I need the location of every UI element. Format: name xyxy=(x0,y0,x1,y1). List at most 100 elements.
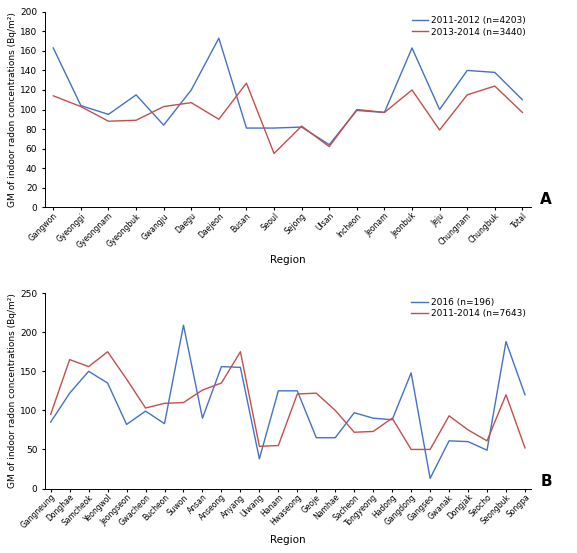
2016 (n=196) xyxy=(370,415,377,421)
2016 (n=196) xyxy=(464,439,471,445)
2016 (n=196) xyxy=(332,435,339,441)
X-axis label: Region: Region xyxy=(270,255,306,265)
2011-2012 (n=4203) xyxy=(519,96,526,103)
Y-axis label: GM of indoor radon concentrations (Bq/m²): GM of indoor radon concentrations (Bq/m²… xyxy=(8,12,17,207)
2011-2012 (n=4203) xyxy=(160,122,167,128)
2016 (n=196) xyxy=(351,409,358,416)
2016 (n=196) xyxy=(142,408,149,414)
2013-2014 (n=3440) xyxy=(215,116,222,123)
2016 (n=196) xyxy=(161,420,168,427)
2013-2014 (n=3440) xyxy=(50,92,57,99)
2011-2014 (n=7643) xyxy=(370,428,377,435)
2011-2012 (n=4203) xyxy=(381,109,388,116)
2013-2014 (n=3440) xyxy=(298,123,305,129)
2011-2014 (n=7643) xyxy=(218,380,225,387)
2013-2014 (n=3440) xyxy=(409,87,415,93)
2013-2014 (n=3440) xyxy=(464,92,471,98)
Legend: 2016 (n=196), 2011-2014 (n=7643): 2016 (n=196), 2011-2014 (n=7643) xyxy=(410,296,528,320)
2016 (n=196) xyxy=(294,388,301,394)
Line: 2016 (n=196): 2016 (n=196) xyxy=(51,325,525,478)
2013-2014 (n=3440) xyxy=(243,80,250,86)
2011-2012 (n=4203) xyxy=(50,45,57,51)
2013-2014 (n=3440) xyxy=(105,118,112,124)
2016 (n=196) xyxy=(180,322,187,328)
2011-2012 (n=4203) xyxy=(271,125,278,132)
2016 (n=196) xyxy=(104,380,111,387)
Line: 2013-2014 (n=3440): 2013-2014 (n=3440) xyxy=(53,83,522,153)
2011-2012 (n=4203) xyxy=(492,69,499,76)
2011-2014 (n=7643) xyxy=(85,363,92,370)
2011-2014 (n=7643) xyxy=(389,415,396,421)
2016 (n=196) xyxy=(313,435,320,441)
2016 (n=196) xyxy=(503,338,509,345)
2011-2012 (n=4203) xyxy=(353,107,360,114)
2016 (n=196) xyxy=(123,421,130,428)
Y-axis label: GM of indoor radon concentrations (Bq/m²): GM of indoor radon concentrations (Bq/m²… xyxy=(8,294,17,488)
Text: B: B xyxy=(541,473,552,488)
2013-2014 (n=3440) xyxy=(133,117,140,123)
2011-2014 (n=7643) xyxy=(47,411,54,418)
2016 (n=196) xyxy=(199,415,206,421)
2016 (n=196) xyxy=(85,368,92,374)
2016 (n=196) xyxy=(256,456,263,462)
2011-2014 (n=7643) xyxy=(275,442,282,449)
2011-2012 (n=4203) xyxy=(243,125,250,132)
2011-2014 (n=7643) xyxy=(484,437,490,444)
2016 (n=196) xyxy=(218,363,225,370)
2013-2014 (n=3440) xyxy=(160,103,167,110)
2011-2014 (n=7643) xyxy=(237,348,244,355)
X-axis label: Region: Region xyxy=(270,535,306,545)
2011-2012 (n=4203) xyxy=(77,102,84,109)
2011-2014 (n=7643) xyxy=(66,356,73,363)
2011-2012 (n=4203) xyxy=(298,124,305,131)
2011-2012 (n=4203) xyxy=(133,92,140,98)
2011-2014 (n=7643) xyxy=(522,445,529,451)
2016 (n=196) xyxy=(445,437,452,444)
2016 (n=196) xyxy=(484,447,490,453)
2011-2012 (n=4203) xyxy=(464,67,471,74)
2011-2014 (n=7643) xyxy=(199,387,206,393)
2011-2014 (n=7643) xyxy=(104,348,111,355)
2011-2012 (n=4203) xyxy=(326,142,333,148)
2016 (n=196) xyxy=(389,416,396,423)
2011-2014 (n=7643) xyxy=(351,429,358,436)
Line: 2011-2012 (n=4203): 2011-2012 (n=4203) xyxy=(53,38,522,145)
2016 (n=196) xyxy=(408,369,415,376)
Legend: 2011-2012 (n=4203), 2013-2014 (n=3440): 2011-2012 (n=4203), 2013-2014 (n=3440) xyxy=(410,14,528,38)
2011-2014 (n=7643) xyxy=(256,443,263,450)
Line: 2011-2014 (n=7643): 2011-2014 (n=7643) xyxy=(51,352,525,450)
2011-2014 (n=7643) xyxy=(445,413,452,419)
2013-2014 (n=3440) xyxy=(188,100,194,106)
2016 (n=196) xyxy=(66,390,73,397)
2013-2014 (n=3440) xyxy=(492,83,499,90)
2011-2014 (n=7643) xyxy=(161,400,168,406)
2011-2014 (n=7643) xyxy=(180,399,187,406)
2013-2014 (n=3440) xyxy=(436,127,443,133)
2011-2014 (n=7643) xyxy=(503,392,509,398)
2011-2012 (n=4203) xyxy=(409,45,415,51)
2016 (n=196) xyxy=(275,388,282,394)
2011-2014 (n=7643) xyxy=(332,407,339,414)
2011-2012 (n=4203) xyxy=(188,87,194,93)
2013-2014 (n=3440) xyxy=(353,106,360,113)
2011-2014 (n=7643) xyxy=(426,446,433,453)
2013-2014 (n=3440) xyxy=(77,103,84,110)
2016 (n=196) xyxy=(426,475,433,482)
2011-2014 (n=7643) xyxy=(123,376,130,383)
2011-2014 (n=7643) xyxy=(294,390,301,397)
2013-2014 (n=3440) xyxy=(271,150,278,156)
2013-2014 (n=3440) xyxy=(381,109,388,116)
2011-2012 (n=4203) xyxy=(436,106,443,113)
2011-2014 (n=7643) xyxy=(464,426,471,433)
2011-2012 (n=4203) xyxy=(215,35,222,41)
2016 (n=196) xyxy=(522,392,529,398)
2013-2014 (n=3440) xyxy=(519,109,526,116)
2011-2014 (n=7643) xyxy=(313,390,320,397)
2016 (n=196) xyxy=(237,364,244,371)
2013-2014 (n=3440) xyxy=(326,143,333,150)
2011-2012 (n=4203) xyxy=(105,111,112,118)
2011-2014 (n=7643) xyxy=(142,405,149,411)
2016 (n=196) xyxy=(47,419,54,425)
2011-2014 (n=7643) xyxy=(408,446,415,453)
Text: A: A xyxy=(541,192,552,207)
